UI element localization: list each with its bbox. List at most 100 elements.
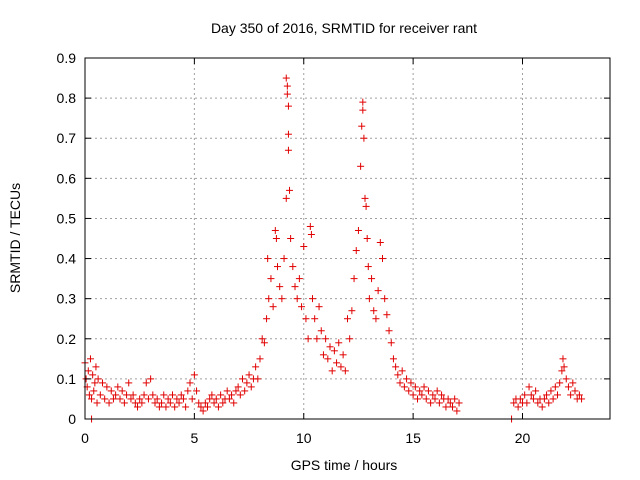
data-point — [538, 403, 546, 411]
data-point — [241, 387, 249, 395]
data-point — [348, 307, 356, 315]
data-point — [93, 399, 101, 407]
data-point — [567, 391, 575, 399]
data-point — [362, 202, 370, 210]
data-point — [575, 391, 583, 399]
data-point — [280, 255, 288, 263]
data-point — [284, 102, 292, 110]
data-point — [315, 303, 323, 311]
data-point — [171, 403, 179, 411]
data-point — [287, 235, 295, 242]
data-point — [219, 399, 227, 407]
x-axis-label: GPS time / hours — [291, 457, 398, 473]
data-point — [564, 383, 572, 391]
data-point — [193, 387, 201, 395]
data-point — [451, 395, 459, 403]
data-point — [245, 371, 253, 379]
data-point — [212, 395, 220, 403]
data-point — [302, 315, 310, 323]
data-point — [435, 399, 443, 407]
data-point — [282, 194, 290, 202]
data-point — [155, 403, 163, 411]
data-point — [409, 391, 417, 399]
data-point — [529, 395, 537, 403]
y-tick-label: 0.7 — [57, 130, 77, 146]
data-point — [263, 315, 271, 323]
data-point — [284, 130, 292, 138]
data-point — [357, 162, 365, 170]
data-points — [81, 74, 586, 423]
data-point — [272, 235, 280, 242]
data-point — [107, 387, 115, 395]
data-point — [361, 194, 369, 202]
data-point — [444, 395, 452, 403]
data-point — [217, 391, 225, 399]
data-point — [123, 391, 131, 399]
data-point — [134, 403, 141, 411]
data-point — [105, 399, 113, 407]
data-point — [295, 275, 303, 283]
y-tick-label: 0.9 — [57, 50, 77, 66]
data-point — [381, 295, 389, 303]
data-point — [293, 295, 301, 303]
data-point — [341, 367, 349, 375]
data-point — [446, 399, 454, 407]
x-tick-label: 10 — [296, 430, 312, 446]
data-point — [131, 399, 139, 407]
data-point — [114, 383, 122, 391]
data-point — [116, 395, 124, 403]
data-point — [109, 395, 117, 403]
data-point — [164, 395, 172, 403]
data-point — [562, 375, 570, 383]
data-point — [204, 403, 211, 411]
data-point — [283, 90, 291, 98]
data-point — [360, 134, 368, 142]
data-point — [540, 395, 548, 403]
data-point — [90, 387, 98, 395]
x-tick-label: 20 — [515, 430, 531, 446]
data-point — [549, 395, 557, 403]
data-point — [558, 367, 566, 375]
data-point — [525, 383, 533, 391]
data-point — [298, 303, 306, 311]
data-point — [543, 391, 551, 399]
y-tick-label: 0 — [68, 411, 76, 427]
data-point — [138, 399, 146, 407]
data-point — [304, 335, 312, 343]
data-point — [214, 403, 222, 411]
data-point — [370, 307, 378, 315]
data-point — [405, 387, 413, 395]
data-point — [422, 395, 430, 403]
data-point — [197, 403, 205, 411]
data-point — [239, 375, 246, 383]
data-point — [103, 383, 111, 391]
data-point — [396, 379, 404, 387]
y-tick-label: 0.2 — [57, 331, 77, 347]
y-tick-label: 0.4 — [57, 251, 77, 267]
data-point — [225, 395, 233, 403]
y-tick-label: 0.1 — [57, 371, 77, 387]
data-point — [306, 222, 314, 230]
data-point — [276, 283, 284, 291]
data-point — [92, 363, 100, 371]
data-point — [169, 391, 176, 399]
data-point — [86, 355, 94, 363]
data-point — [256, 355, 264, 363]
data-point — [339, 351, 347, 359]
data-point — [551, 383, 559, 391]
data-point — [545, 399, 553, 407]
y-tick-label: 0.3 — [57, 291, 77, 307]
data-point — [307, 230, 315, 238]
x-tick-labels: 0 5 10 15 20 — [81, 430, 530, 446]
data-point — [136, 395, 144, 403]
data-point — [358, 122, 366, 130]
data-point — [230, 399, 238, 407]
grid — [85, 58, 610, 419]
chart-title: Day 350 of 2016, SRMTID for receiver ran… — [211, 20, 477, 36]
data-point — [398, 367, 406, 375]
data-point — [523, 399, 531, 407]
data-point — [379, 255, 386, 263]
data-point — [234, 383, 242, 391]
y-axis-label: SRMTID / TECUs — [7, 183, 23, 293]
